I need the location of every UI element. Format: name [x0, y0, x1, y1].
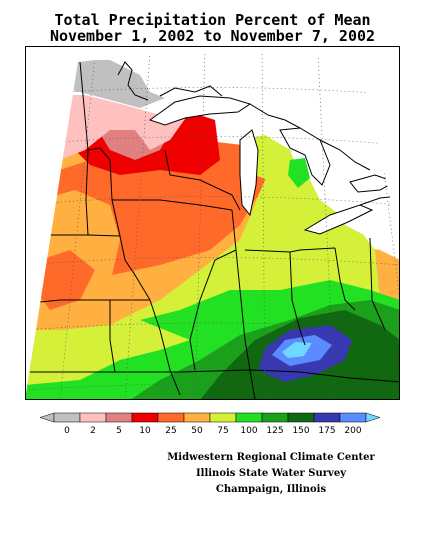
legend-swatch-150	[287, 412, 315, 423]
legend-swatch-10	[131, 412, 159, 423]
legend-swatch-2	[79, 412, 107, 423]
legend-swatch-50	[183, 412, 211, 423]
unmapped-region	[140, 52, 400, 240]
legend-label-10: 10	[139, 426, 151, 436]
coastline	[117, 61, 400, 206]
legend-label-125: 125	[266, 426, 283, 436]
color-legend: 0 2 5 10 25 50 75 100 125 150 175 200	[39, 412, 381, 436]
legend-label-75: 75	[217, 426, 228, 436]
zone-lime	[25, 160, 380, 395]
legend-swatch-0	[53, 412, 81, 423]
credit-location: Champaign, Illinois	[215, 484, 327, 495]
lake-michigan	[239, 129, 259, 217]
legend-arrow-right	[365, 412, 381, 423]
lake-erie	[303, 204, 374, 235]
legend-label-100: 100	[240, 426, 257, 436]
legend-label-150: 150	[292, 426, 309, 436]
legend-label-200: 200	[344, 426, 361, 436]
legend-swatch-125	[261, 412, 289, 423]
zone-dark-orange	[40, 140, 295, 275]
zone-green-lake	[288, 158, 310, 188]
legend-label-50: 50	[191, 426, 203, 436]
lake-huron	[279, 127, 331, 186]
map-frame	[25, 46, 400, 400]
credit-survey: Illinois State Water Survey	[195, 468, 347, 479]
legend-swatch-100	[235, 412, 263, 423]
credit-organization: Midwestern Regional Climate Center	[167, 452, 375, 463]
legend-swatch-175	[313, 412, 341, 423]
legend-label-5: 5	[116, 426, 122, 436]
zone-dark-orange-sw	[35, 250, 95, 310]
state-boundaries	[30, 61, 400, 400]
legend-label-175: 175	[318, 426, 335, 436]
zone-pink	[50, 95, 190, 160]
map-title-line2: November 1, 2002 to November 7, 2002	[49, 27, 376, 45]
map-title-line1: Total Precipitation Percent of Mean	[54, 11, 371, 29]
legend-swatch-5	[105, 412, 133, 423]
precipitation-map	[25, 46, 400, 400]
legend-swatch-25	[157, 412, 185, 423]
legend-label-2: 2	[90, 426, 96, 436]
legend-swatch-200	[339, 412, 367, 423]
legend-label-0: 0	[64, 426, 70, 436]
legend-label-25: 25	[165, 426, 176, 436]
zone-sky-blue	[282, 342, 312, 358]
lake-superior	[148, 95, 252, 126]
legend-arrow-left	[39, 412, 55, 423]
legend-swatch-75	[209, 412, 237, 423]
